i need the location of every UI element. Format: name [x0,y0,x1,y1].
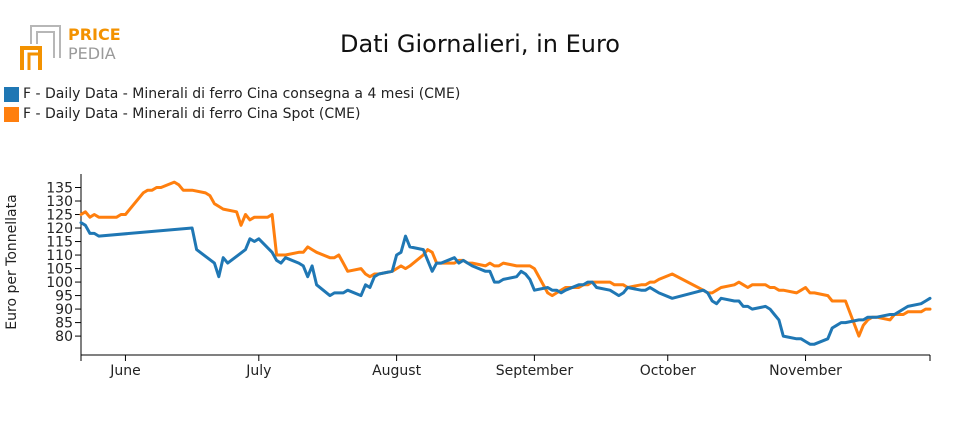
pricepedia-logo: PRICE PEDIA [18,24,128,74]
logo-word-price: PRICE [68,25,121,44]
legend-label: F - Daily Data - Minerali di ferro Cina … [23,86,461,102]
legend: F - Daily Data - Minerali di ferro Cina … [4,84,460,124]
x-tick-label: July [245,363,271,379]
chart-title: Dati Giornalieri, in Euro [339,30,620,58]
y-tick-label: 95 [55,289,73,305]
legend-item-4-months[interactable]: F - Daily Data - Minerali di ferro Cina … [4,84,460,104]
y-tick-label: 100 [46,275,73,291]
series-line-4-months [79,221,932,346]
series-layer [79,180,932,346]
legend-label: F - Daily Data - Minerali di ferro Cina … [23,106,361,122]
logo-word-pedia: PEDIA [68,44,116,63]
y-tick-label: 90 [55,302,73,318]
x-tick-label: June [109,363,141,379]
x-tick-label: October [640,363,696,379]
y-tick-label: 115 [46,235,73,251]
x-tick-label: August [372,363,422,379]
y-axis-title: Euro per Tonnellata [4,194,20,329]
x-tick-label: November [769,363,842,379]
legend-item-spot[interactable]: F - Daily Data - Minerali di ferro Cina … [4,104,460,124]
y-tick-label: 105 [46,262,73,278]
y-tick-label: 120 [46,221,73,237]
y-tick-label: 125 [46,208,73,224]
y-tick-label: 80 [55,329,73,345]
series-line-spot [79,180,932,338]
legend-swatch-orange [4,106,19,122]
logo-mark: PRICE PEDIA [20,25,121,70]
y-tick-label: 130 [46,194,73,210]
x-axis: June July August September October November [80,354,931,379]
y-tick-label: 110 [46,248,73,264]
y-tick-label: 135 [46,181,73,197]
x-tick-label: September [496,363,574,379]
y-tick-label: 85 [55,316,73,332]
legend-swatch-blue [4,86,19,102]
